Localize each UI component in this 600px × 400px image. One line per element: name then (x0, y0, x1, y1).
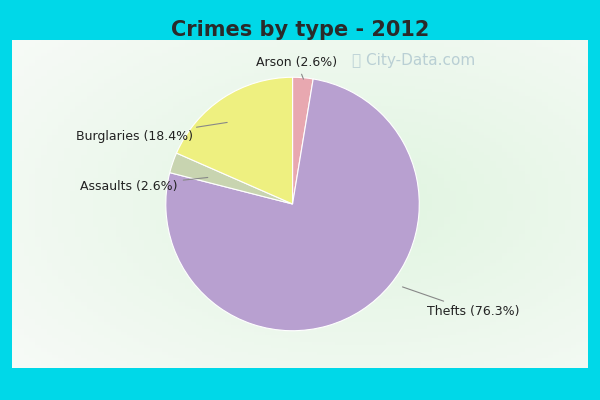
Text: Burglaries (18.4%): Burglaries (18.4%) (76, 122, 227, 144)
Text: Assaults (2.6%): Assaults (2.6%) (80, 178, 208, 193)
Text: Arson (2.6%): Arson (2.6%) (256, 56, 338, 79)
Text: Thefts (76.3%): Thefts (76.3%) (403, 287, 519, 318)
Wedge shape (170, 153, 293, 204)
Wedge shape (166, 79, 419, 331)
Text: ⓘ City-Data.com: ⓘ City-Data.com (352, 53, 475, 68)
Wedge shape (176, 77, 293, 204)
Wedge shape (293, 77, 313, 204)
Text: Crimes by type - 2012: Crimes by type - 2012 (171, 20, 429, 40)
